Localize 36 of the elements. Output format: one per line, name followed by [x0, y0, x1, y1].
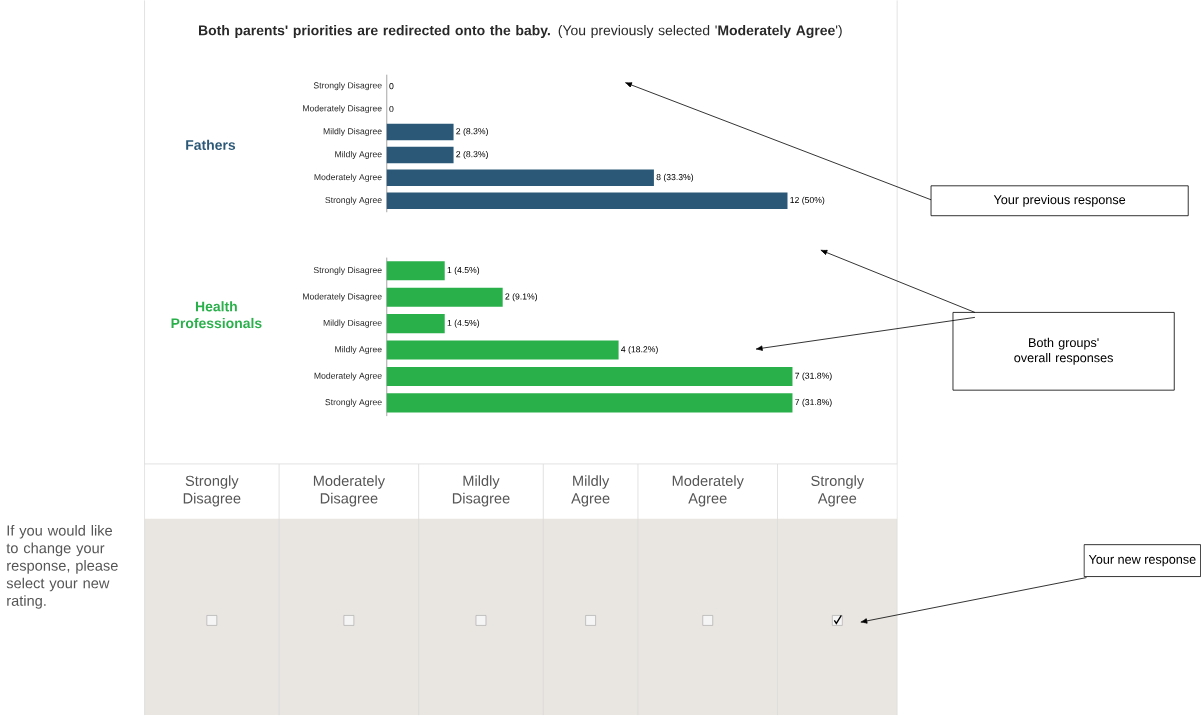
text: Your new response — [1088, 555, 1196, 567]
category-label: Mildly Disagree — [452, 475, 510, 507]
data-label: 4 (18.2%) — [621, 346, 658, 355]
text: Your previous response — [993, 195, 1126, 207]
y-tick-label: Moderately Agree — [314, 174, 382, 183]
category-label: Mildly Agree — [571, 475, 610, 507]
text: Fathers — [186, 139, 236, 151]
category-label: Moderately Agree — [672, 475, 744, 507]
y-tick-label: Mildly Agree — [335, 151, 382, 160]
y-tick-label: Mildly Disagree — [323, 128, 382, 137]
text: Health Professionals — [171, 301, 262, 329]
text: If you would like to change your response, please select your new rating. — [6, 525, 118, 610]
category-label: Strongly Disagree — [183, 475, 241, 507]
y-tick-label: Mildly Disagree — [323, 319, 382, 328]
y-tick-label: Moderately Disagree — [303, 105, 382, 114]
y-tick-label: Moderately Disagree — [303, 293, 382, 302]
y-tick-label: Strongly Agree — [325, 399, 382, 408]
y-tick-label: Moderately Agree — [314, 372, 382, 381]
y-tick-label: Strongly Disagree — [313, 267, 382, 276]
y-tick-label: Strongly Agree — [325, 196, 382, 206]
y-tick-label: Strongly Disagree — [313, 82, 382, 91]
data-label: 2 (8.3%) — [456, 151, 488, 160]
chart-title: Both parents' priorities are redirected onto the baby. (You previously selected 'Moderately Agree') — [198, 25, 842, 39]
data-label: 7 (31.8%) — [795, 399, 832, 408]
data-label: 0 — [389, 83, 394, 90]
data-label: 8 (33.3%) — [656, 174, 694, 183]
text: Both groups' overall responses — [1014, 338, 1113, 365]
data-label: 7 (31.8%) — [795, 372, 832, 381]
data-label: 2 (8.3%) — [456, 128, 488, 137]
data-label: 12 (50%) — [790, 196, 825, 206]
data-label: 0 — [389, 106, 394, 113]
data-label: 1 (4.5%) — [447, 267, 480, 276]
y-tick-label: Mildly Agree — [335, 346, 382, 355]
data-label: 1 (4.5%) — [447, 319, 480, 328]
category-label: Strongly Agree — [811, 475, 865, 507]
data-label: 2 (9.1%) — [505, 293, 538, 302]
